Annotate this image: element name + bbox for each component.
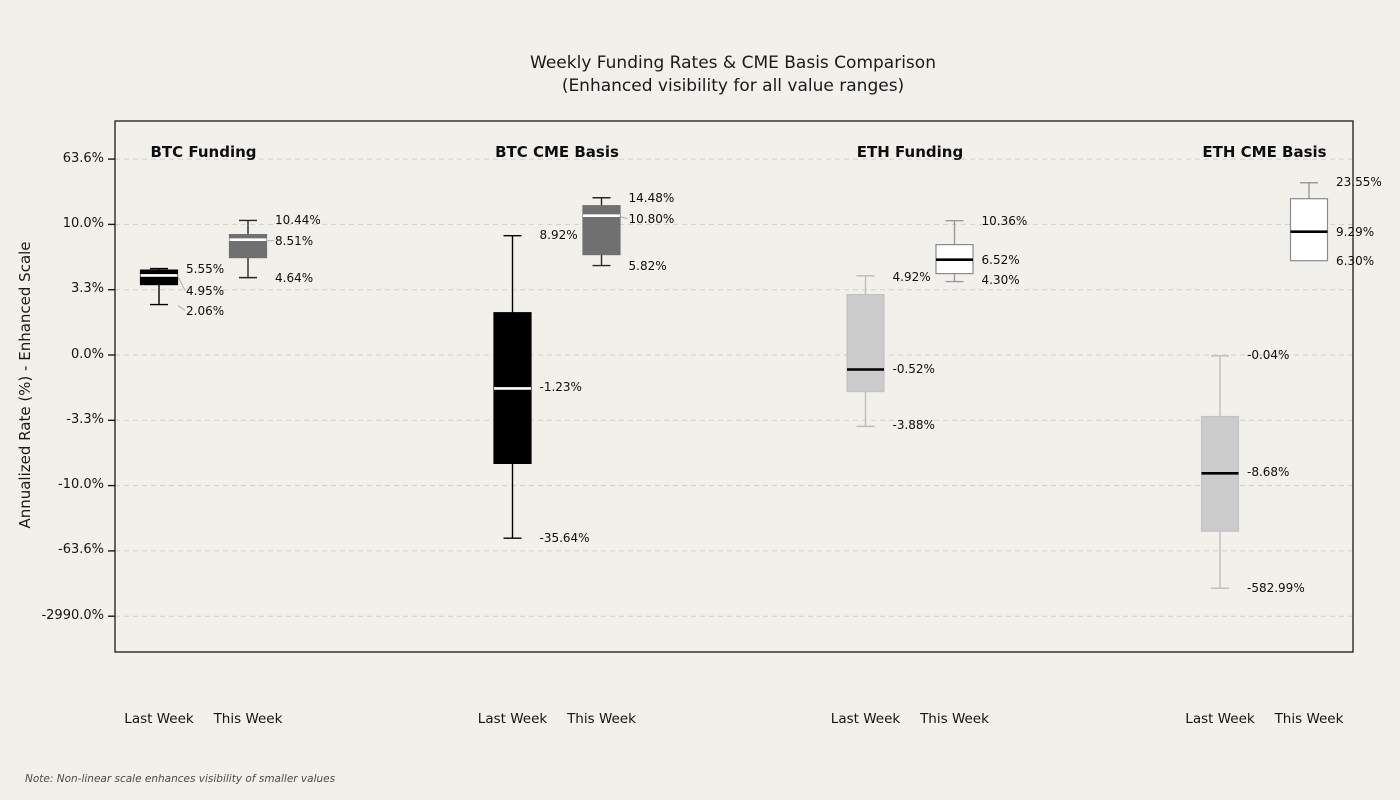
annotation-leader bbox=[620, 216, 628, 220]
y-tick-label: -63.6% bbox=[58, 542, 104, 558]
group-title: BTC Funding bbox=[150, 143, 257, 161]
chart-subtitle: (Enhanced visibility for all value range… bbox=[561, 76, 905, 96]
annotation-label: -3.88% bbox=[892, 418, 935, 433]
annotation-label: 23.55% bbox=[1336, 174, 1382, 189]
annotation-leader bbox=[177, 276, 186, 291]
annotation-label: 10.36% bbox=[981, 213, 1028, 228]
box bbox=[139, 269, 179, 286]
x-tick-label: This Week bbox=[213, 711, 283, 727]
x-tick-label: Last Week bbox=[477, 711, 548, 727]
group-title: ETH CME Basis bbox=[1202, 143, 1327, 161]
x-tick-label: Last Week bbox=[1185, 711, 1255, 727]
annotation-label: -582.99% bbox=[1247, 581, 1305, 596]
annotation-label: 5.55% bbox=[186, 261, 225, 276]
x-tick-label: This Week bbox=[567, 711, 636, 727]
x-tick-label: This Week bbox=[1274, 711, 1344, 727]
annotation-label: 4.30% bbox=[981, 272, 1020, 287]
annotation-label: -0.52% bbox=[892, 361, 935, 376]
annotation-label: 4.64% bbox=[275, 270, 314, 285]
y-tick-label: -3.3% bbox=[66, 411, 104, 427]
annotation-label: 6.52% bbox=[981, 252, 1020, 267]
group-title: ETH Funding bbox=[856, 143, 964, 161]
y-tick-label: 10.0% bbox=[62, 215, 104, 231]
y-tick-label: 63.6% bbox=[62, 150, 104, 166]
x-tick-label: Last Week bbox=[830, 711, 901, 727]
annotation-label: 9.29% bbox=[1336, 224, 1375, 239]
annotation-label: 8.92% bbox=[539, 227, 578, 242]
annotation-leader bbox=[177, 305, 186, 311]
y-tick-label: -2990.0% bbox=[41, 607, 104, 623]
chart-title: Weekly Funding Rates & CME Basis Compari… bbox=[530, 53, 936, 73]
annotation-label: 6.30% bbox=[1336, 253, 1375, 268]
y-tick-label: 0.0% bbox=[70, 346, 104, 362]
annotation-label: 4.92% bbox=[892, 269, 931, 284]
x-tick-label: This Week bbox=[920, 711, 989, 727]
annotation-label: 2.06% bbox=[186, 303, 225, 318]
box bbox=[1289, 198, 1329, 262]
plot-border bbox=[114, 120, 1354, 653]
x-tick-label: Last Week bbox=[124, 711, 194, 727]
annotation-label: -8.68% bbox=[1247, 465, 1290, 480]
annotation-label: 14.48% bbox=[628, 190, 675, 205]
annotation-label: -0.04% bbox=[1247, 347, 1290, 362]
y-tick-label: 3.3% bbox=[70, 281, 104, 297]
annotation-label: 4.95% bbox=[186, 283, 225, 298]
annotation-label: 5.82% bbox=[628, 258, 667, 273]
annotation-label: -1.23% bbox=[539, 380, 582, 395]
group-title: BTC CME Basis bbox=[495, 143, 619, 161]
annotation-label: 10.44% bbox=[275, 212, 321, 227]
annotation-label: -35.64% bbox=[539, 531, 590, 546]
box bbox=[228, 234, 268, 259]
box bbox=[846, 294, 885, 393]
y-tick-label: -10.0% bbox=[58, 477, 104, 493]
footnote: Note: Non-linear scale enhances visibili… bbox=[25, 773, 336, 785]
annotation-label: 8.51% bbox=[275, 233, 314, 248]
box bbox=[582, 205, 621, 256]
annotation-label: 10.80% bbox=[628, 211, 675, 226]
